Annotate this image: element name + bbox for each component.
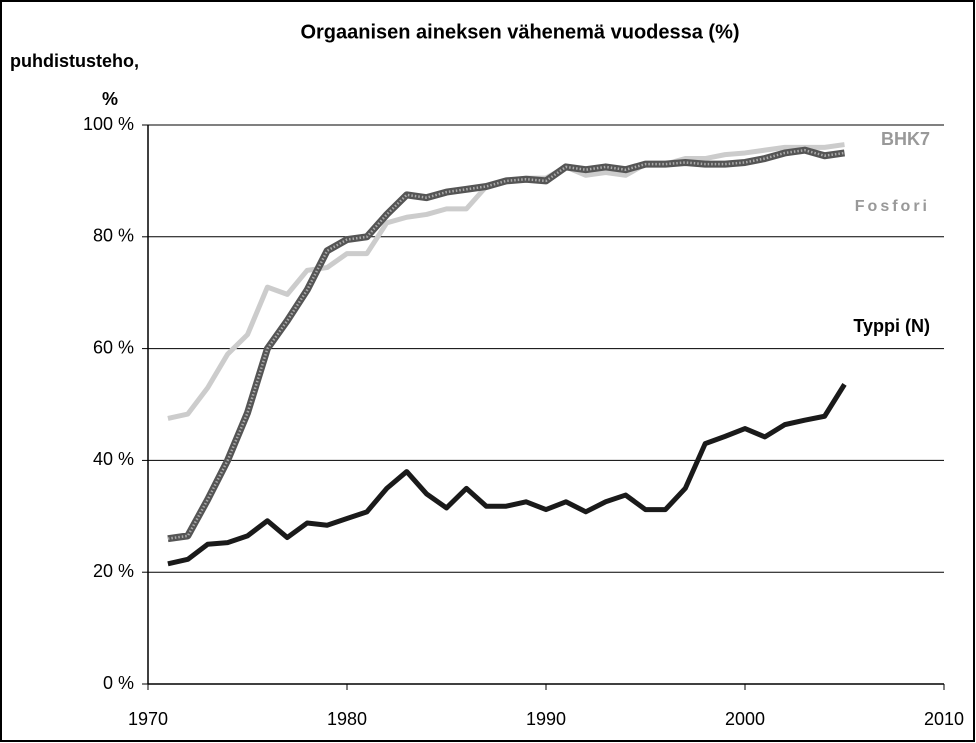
y-tick-label: 0 % xyxy=(103,673,134,693)
x-tick-label: 2000 xyxy=(725,709,765,729)
series-label: Fosfori xyxy=(855,198,930,215)
y-axis-label: puhdistusteho, xyxy=(10,51,139,71)
y-tick-label: 100 % xyxy=(83,114,134,134)
y-axis-label: % xyxy=(102,89,118,109)
x-tick-label: 1990 xyxy=(526,709,566,729)
series-line xyxy=(167,383,847,567)
x-tick-label: 1980 xyxy=(327,709,367,729)
y-tick-label: 20 % xyxy=(93,561,134,581)
series-label: BHK7 xyxy=(881,129,930,149)
y-tick-label: 80 % xyxy=(93,226,134,246)
x-tick-label: 1970 xyxy=(128,709,168,729)
series-line xyxy=(167,146,845,543)
x-tick-label: 2010 xyxy=(924,709,964,729)
chart-title: Orgaanisen aineksen vähenemä vuodessa (%… xyxy=(300,21,739,43)
y-tick-label: 60 % xyxy=(93,337,134,357)
series-label: Typpi (N) xyxy=(853,316,930,336)
y-tick-label: 40 % xyxy=(93,449,134,469)
